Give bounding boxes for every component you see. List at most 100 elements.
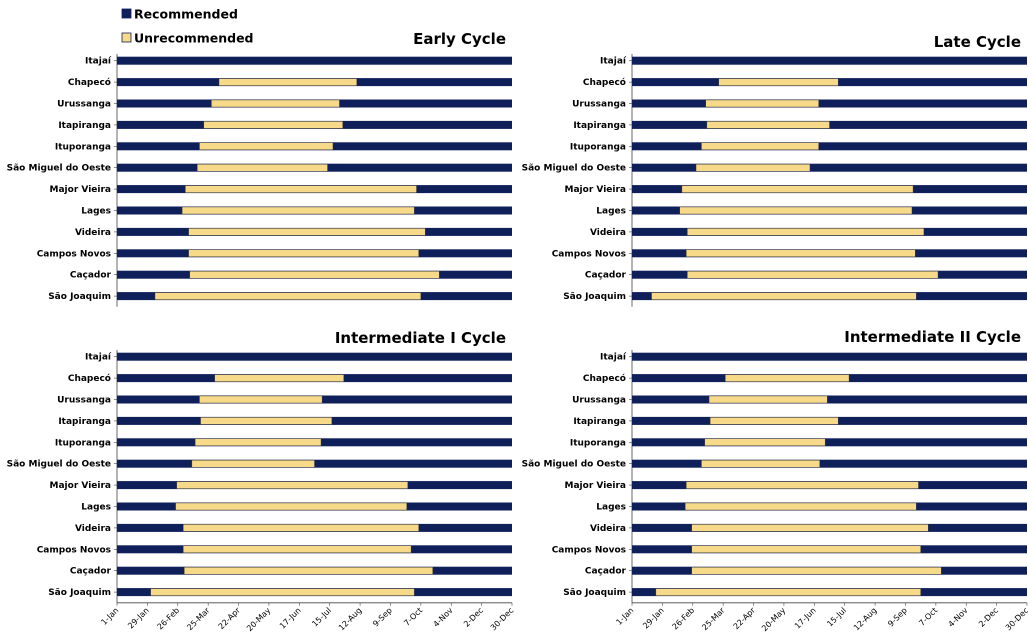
unrecommended-bar <box>681 185 914 193</box>
unrecommended-bar <box>194 438 322 446</box>
x-tick-label: 2-Dec <box>977 606 1000 629</box>
category-label: Campos Novos <box>552 545 626 555</box>
panel-3: Intermediate I Cycle Itajaí Chapecó Urussan… <box>7 329 516 633</box>
category-label: Ituporanga <box>570 438 626 448</box>
x-tick-label: 12-Aug <box>337 606 364 633</box>
x-tick-label: 29-Jan <box>641 606 666 631</box>
unrecommended-bar <box>185 185 417 193</box>
unrecommended-bar <box>686 481 919 489</box>
unrecommended-bar <box>695 163 811 172</box>
category-label: Videira <box>75 524 111 534</box>
category-label: Campos Novos <box>552 249 626 259</box>
category-label: Itajaí <box>85 57 112 67</box>
category-label: Itapiranga <box>573 417 626 427</box>
panel-4: Intermediate II Cycle Itajaí Chapecó Urussa… <box>522 328 1028 633</box>
unrecommended-bar <box>655 588 921 596</box>
unrecommended-bar <box>191 460 315 468</box>
category-label: Itapiranga <box>573 121 626 131</box>
recommended-bar <box>632 142 1027 151</box>
recommended-bar <box>117 56 512 65</box>
x-tick-label: 22-Apr <box>217 605 243 631</box>
x-tick-label: 17-Jun <box>278 606 303 631</box>
recommended-bar <box>632 352 1027 361</box>
x-tick-label: 29-Jan <box>126 606 151 631</box>
x-tick-label: 9-Sep <box>886 606 909 629</box>
category-label: São Miguel do Oeste <box>522 460 626 470</box>
category-label: São Joaquim <box>563 588 626 598</box>
unrecommended-bar <box>684 502 917 511</box>
unrecommended-bar <box>687 271 939 279</box>
unrecommended-bar <box>154 292 422 300</box>
x-tick-label: 25-Mar <box>185 605 212 632</box>
x-tick-label: 20-May <box>245 606 272 633</box>
unrecommended-bar <box>182 545 412 553</box>
panel-2: Late Cycle Itajaí Chapecó Urussanga Itapiran… <box>522 33 1027 307</box>
category-label: Ituporanga <box>570 142 626 152</box>
category-label: Ituporanga <box>55 438 111 448</box>
x-tick-label: 7-Oct <box>917 606 939 628</box>
unrecommended-bar <box>203 121 343 129</box>
recommended-bar <box>632 56 1027 65</box>
unrecommended-bar <box>679 206 913 215</box>
category-label: Caçador <box>585 567 627 577</box>
x-tick-label: 15-Jul <box>825 606 848 629</box>
panel-title: Intermediate II Cycle <box>844 328 1021 346</box>
recommended-bar <box>632 395 1027 404</box>
recommended-bar <box>632 438 1027 447</box>
legend-swatch <box>121 32 132 43</box>
x-tick-label: 22-Apr <box>732 605 758 631</box>
unrecommended-bar <box>199 142 334 151</box>
category-label: São Joaquim <box>48 292 111 302</box>
category-label: Lages <box>81 207 111 217</box>
category-label: São Miguel do Oeste <box>522 164 626 174</box>
unrecommended-bar <box>709 417 839 425</box>
unrecommended-bar <box>651 292 917 300</box>
unrecommended-bar <box>200 417 333 425</box>
unrecommended-bar <box>686 249 916 258</box>
x-tick-label: 15-Jul <box>310 606 333 629</box>
x-tick-label: 1-Jan <box>99 606 120 627</box>
category-label: Itapiranga <box>58 121 111 131</box>
category-label: Lages <box>596 207 626 217</box>
unrecommended-bar <box>188 249 419 258</box>
category-label: Chapecó <box>583 373 626 384</box>
x-tick-label: 4-Nov <box>432 606 455 629</box>
unrecommended-bar <box>725 374 850 382</box>
x-tick-label: 26-Feb <box>671 606 697 632</box>
category-label: Urussanga <box>572 100 626 110</box>
x-tick-label: 20-May <box>760 606 787 633</box>
recommended-bar <box>632 163 1027 172</box>
category-label: Videira <box>75 228 111 238</box>
category-label: Videira <box>590 524 626 534</box>
category-label: São Miguel do Oeste <box>7 164 111 174</box>
category-label: Itajaí <box>85 353 112 363</box>
x-tick-label: 25-Mar <box>700 605 727 632</box>
unrecommended-bar <box>691 524 929 532</box>
x-tick-label: 30-Dec <box>1004 606 1028 633</box>
legend-swatch <box>121 8 132 19</box>
unrecommended-bar <box>704 438 826 446</box>
category-label: Major Vieira <box>50 481 111 491</box>
panel-1: Early Cycle Itajaí Chapecó Urussanga Itapira… <box>7 30 512 307</box>
category-label: Major Vieira <box>565 481 626 491</box>
category-label: Lages <box>81 503 111 513</box>
category-label: São Miguel do Oeste <box>7 460 111 470</box>
x-tick-label: 17-Jun <box>793 606 818 631</box>
x-tick-label: 2-Dec <box>462 606 485 629</box>
panel-title: Early Cycle <box>413 30 506 48</box>
category-label: São Joaquim <box>48 588 111 598</box>
unrecommended-bar <box>691 545 921 553</box>
x-tick-label: 7-Oct <box>402 606 424 628</box>
category-label: Itapiranga <box>58 417 111 427</box>
x-tick-label: 26-Feb <box>156 606 182 632</box>
unrecommended-bar <box>181 206 415 215</box>
category-label: Chapecó <box>68 77 111 88</box>
unrecommended-bar <box>199 395 323 404</box>
unrecommended-bar <box>706 121 830 129</box>
category-label: Videira <box>590 228 626 238</box>
recommended-bar <box>632 459 1027 468</box>
unrecommended-bar <box>687 228 925 236</box>
unrecommended-bar <box>705 99 819 108</box>
category-label: Ituporanga <box>55 142 111 152</box>
